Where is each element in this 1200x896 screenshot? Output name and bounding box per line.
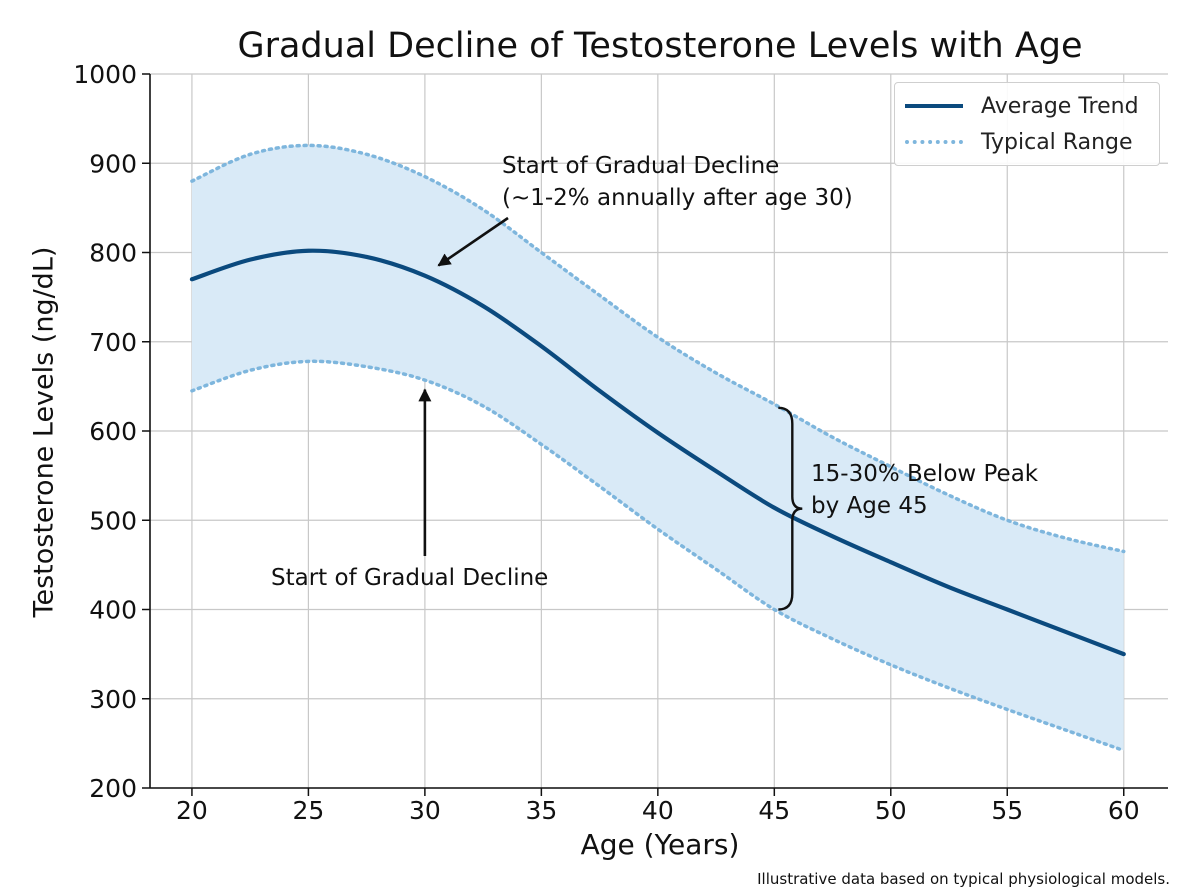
x-tick-label: 20 <box>176 796 208 825</box>
y-tick-label: 600 <box>89 417 137 446</box>
y-tick-label: 300 <box>89 685 137 714</box>
legend-label: Typical Range <box>981 129 1133 155</box>
x-tick-label: 30 <box>409 796 441 825</box>
legend-item-average-trend: Average Trend <box>905 91 1139 121</box>
x-tick-label: 40 <box>642 796 674 825</box>
legend-swatch-dotted <box>905 140 963 144</box>
annotation-decline-bottom: Start of Gradual Decline <box>271 562 548 594</box>
x-tick-label: 60 <box>1108 796 1140 825</box>
annotation-line: Start of Gradual Decline <box>502 153 780 179</box>
annotation-line: 15-30% Below Peak <box>811 461 1039 487</box>
annotation-line: Start of Gradual Decline <box>271 565 549 591</box>
typical-range-lower-line <box>190 359 1126 753</box>
legend-swatch-solid <box>905 104 963 108</box>
annotation-arrow-top <box>437 216 509 267</box>
legend: Average Trend Typical Range <box>894 82 1160 166</box>
y-tick-label: 800 <box>89 239 137 268</box>
typical-range-band <box>191 145 1124 751</box>
x-tick-label: 55 <box>991 796 1023 825</box>
annotation-line: (~1-2% annually after age 30) <box>502 185 853 211</box>
chart-title: Gradual Decline of Testosterone Levels w… <box>237 26 1083 66</box>
y-tick-label: 900 <box>89 149 137 178</box>
footnote: Illustrative data based on typical physi… <box>757 870 1170 888</box>
average-trend-line <box>189 248 1126 657</box>
x-tick-label: 35 <box>525 796 557 825</box>
percent-below-peak-bracket <box>778 406 803 611</box>
typical-range-upper-line <box>190 143 1126 554</box>
y-axis-label: Testosterone Levels (ng/dL) <box>28 246 60 618</box>
y-tick-label: 200 <box>89 774 137 803</box>
annotation-decline-top: Start of Gradual Decline (~1-2% annually… <box>502 150 853 214</box>
y-tick-label: 500 <box>89 506 137 535</box>
legend-label: Average Trend <box>981 93 1139 119</box>
y-tick-label: 400 <box>89 596 137 625</box>
x-tick-label: 45 <box>758 796 790 825</box>
annotation-below-peak: 15-30% Below Peak by Age 45 <box>811 458 1038 522</box>
x-tick-label: 25 <box>293 796 325 825</box>
x-axis-label: Age (Years) <box>580 828 740 861</box>
y-tick-label: 1000 <box>73 60 137 89</box>
y-tick-label: 700 <box>89 328 137 357</box>
annotation-line: by Age 45 <box>811 493 928 519</box>
legend-item-typical-range: Typical Range <box>905 127 1133 157</box>
x-tick-label: 50 <box>875 796 907 825</box>
